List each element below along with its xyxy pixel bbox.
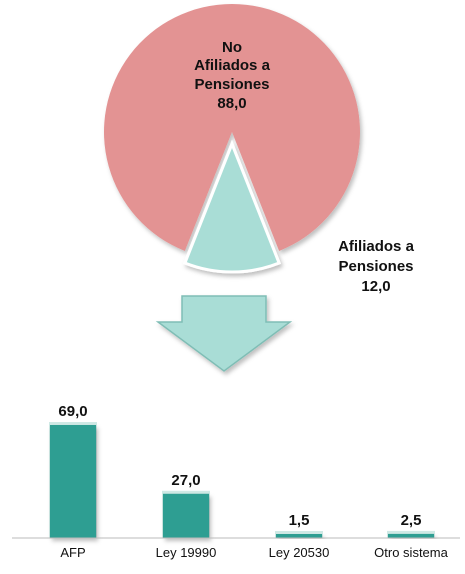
pie-label-afiliados: Afiliados a Pensiones 12,0 [338,238,415,295]
bar-value-labels: 69,0 27,0 1,5 2,5 [58,403,421,529]
category-label: Ley 20530 [269,545,330,560]
bar-ley-20530 [276,534,322,538]
pie-slice-afiliados [182,139,282,274]
bar-ley-19990 [163,493,209,538]
pie-slice-no-afiliados [104,4,361,252]
pie-label-afiliados-line1: Afiliados a [338,238,415,255]
pie-label-afiliados-line2: Pensiones [338,258,413,275]
category-label: Ley 19990 [156,545,217,560]
pie-value-no-afiliados: 88,0 [217,95,246,112]
bar-chart: 69,0 27,0 1,5 2,5 AFP Ley 19990 Ley 20530 Otro… [12,403,460,560]
bar-value-label: 2,5 [401,512,422,529]
pie-label-no-afiliados-line1: No [222,39,242,56]
bar-value-label: 69,0 [58,403,87,420]
pie-label-no-afiliados-line3: Pensiones [194,76,269,93]
category-labels: AFP Ley 19990 Ley 20530 Otro sistema [60,545,448,560]
down-arrow-icon [155,295,293,372]
pie-label-no-afiliados: No Afiliados a Pensiones 88,0 [194,39,271,112]
pie-chart [104,4,361,274]
bar-value-label: 1,5 [289,512,310,529]
bar-otro-sistema [388,533,434,538]
bar-afp [50,425,96,538]
bar-series [49,422,435,538]
pie-label-no-afiliados-line2: Afiliados a [194,57,271,74]
category-label: Otro sistema [374,545,448,560]
pie-value-afiliados: 12,0 [361,278,390,295]
category-label: AFP [60,545,85,560]
bar-value-label: 27,0 [171,472,200,489]
